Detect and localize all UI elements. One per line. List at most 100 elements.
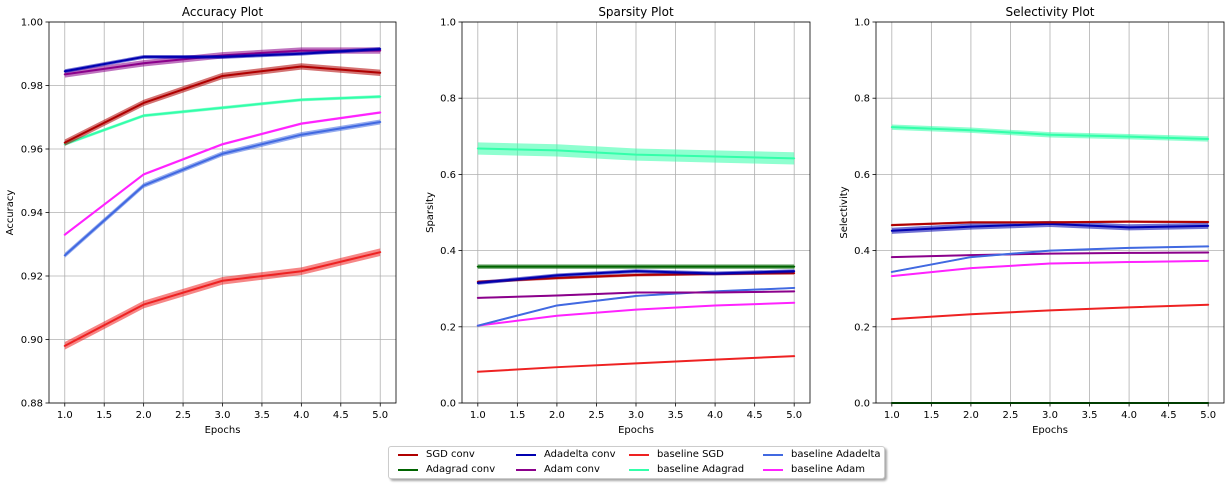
y-tick-label: 0.4 bbox=[854, 246, 870, 257]
series-line-sgd-conv bbox=[890, 220, 1210, 227]
legend-swatch bbox=[629, 469, 649, 471]
series-line-baseline-sgd bbox=[890, 303, 1210, 321]
x-tick-label: 5.0 bbox=[372, 410, 388, 421]
legend-swatch bbox=[398, 469, 418, 471]
y-tick-label: 0.88 bbox=[21, 399, 43, 410]
series-line-baseline-adagrad bbox=[476, 147, 796, 160]
series-line-sgd-conv bbox=[63, 65, 382, 144]
y-tick-label: 0.2 bbox=[854, 322, 870, 333]
x-tick-label: 1.0 bbox=[57, 410, 73, 421]
series-band-baseline-sgd bbox=[64, 248, 381, 350]
x-tick-label: 1.5 bbox=[509, 410, 525, 421]
axes-frame bbox=[461, 21, 811, 404]
x-tick-label: 2.0 bbox=[549, 410, 565, 421]
y-axis-label: Selectivity bbox=[839, 186, 850, 238]
x-tick-label: 3.5 bbox=[1082, 410, 1098, 421]
series-band-sgd-conv bbox=[64, 63, 381, 146]
series-line-adam-conv bbox=[476, 290, 796, 299]
y-tick-label: 0.2 bbox=[440, 322, 456, 333]
chart-panel-2: 1.0 1.5 2.0 2.5 3.0 3.5 4.0 4.5 5.0 0.0 0.2 0.4 0.6 0… bbox=[425, 5, 811, 436]
x-axis-label: Epochs bbox=[618, 425, 654, 436]
x-axis-label: Epochs bbox=[1032, 425, 1068, 436]
x-tick-label: 2.5 bbox=[175, 410, 191, 421]
legend-swatch bbox=[516, 454, 536, 456]
x-tick-label: 2.0 bbox=[963, 410, 979, 421]
legend-swatch bbox=[398, 454, 418, 456]
series-line-adam-conv bbox=[890, 251, 1210, 259]
x-tick-label: 1.0 bbox=[884, 410, 900, 421]
x-tick-label: 4.0 bbox=[707, 410, 723, 421]
legend-label: SGD conv bbox=[426, 449, 475, 460]
chart-title: Sparsity Plot bbox=[598, 5, 674, 19]
x-tick-label: 2.5 bbox=[1003, 410, 1019, 421]
x-tick-label: 1.5 bbox=[923, 410, 939, 421]
legend-swatch bbox=[629, 454, 649, 456]
y-tick-label: 0.8 bbox=[440, 94, 456, 105]
series-band-adadelta-conv bbox=[891, 220, 1209, 234]
x-tick-label: 3.5 bbox=[254, 410, 270, 421]
x-tick-label: 3.5 bbox=[668, 410, 684, 421]
x-tick-label: 4.0 bbox=[293, 410, 309, 421]
legend-label: Adagrad conv bbox=[426, 464, 496, 475]
series-line-baseline-adagrad bbox=[890, 126, 1210, 140]
series-band-baseline-adagrad bbox=[477, 142, 795, 165]
x-axis-label: Epochs bbox=[205, 425, 241, 436]
series-line-baseline-sgd bbox=[63, 251, 382, 347]
y-tick-label: 0.96 bbox=[21, 145, 43, 156]
series-line-baseline-adam bbox=[63, 111, 382, 236]
x-tick-label: 3.0 bbox=[215, 410, 231, 421]
x-tick-label: 4.5 bbox=[333, 410, 349, 421]
series-line-adadelta-conv bbox=[476, 270, 796, 284]
legend-swatch bbox=[763, 454, 783, 456]
y-tick-label: 0.94 bbox=[21, 208, 43, 219]
legend-label: Adadelta conv bbox=[544, 449, 616, 460]
y-tick-label: 0.6 bbox=[854, 170, 870, 181]
y-tick-label: 0.0 bbox=[440, 399, 456, 410]
chart-title: Accuracy Plot bbox=[182, 5, 264, 19]
chart-title: Selectivity Plot bbox=[1005, 5, 1094, 19]
x-tick-label: 3.0 bbox=[628, 410, 644, 421]
y-tick-label: 1.0 bbox=[854, 18, 870, 29]
legend-swatch bbox=[516, 469, 536, 471]
x-tick-label: 5.0 bbox=[1200, 410, 1216, 421]
x-tick-label: 4.5 bbox=[747, 410, 763, 421]
legend: SGD conv Adagrad conv Adadelta conv Adam… bbox=[388, 446, 885, 479]
y-axis-label: Accuracy bbox=[5, 190, 16, 236]
charts-svg: 1.0 1.5 2.0 2.5 3.0 3.5 4.0 4.5 5.0 0.88 0.90 0.92 0… bbox=[5, 5, 1225, 436]
axes-frame bbox=[48, 21, 397, 404]
series-line-baseline-adam bbox=[476, 301, 796, 327]
series-line-baseline-sgd bbox=[476, 355, 796, 373]
x-tick-label: 5.0 bbox=[786, 410, 802, 421]
y-tick-label: 1.00 bbox=[21, 18, 43, 29]
series-line-baseline-adadelta bbox=[476, 286, 796, 327]
series-line-baseline-adadelta bbox=[890, 245, 1210, 273]
series-line-baseline-adadelta bbox=[63, 121, 382, 257]
axes-frame bbox=[875, 21, 1225, 404]
legend-label: Adam conv bbox=[544, 464, 600, 475]
series-line-baseline-adam bbox=[890, 259, 1210, 278]
x-tick-label: 3.0 bbox=[1042, 410, 1058, 421]
series-line-adadelta-conv bbox=[63, 47, 382, 73]
legend-swatch bbox=[763, 469, 783, 471]
legend-label: baseline Adagrad bbox=[657, 464, 745, 475]
y-axis-label: Sparsity bbox=[425, 192, 436, 233]
series-line-adadelta-conv bbox=[890, 222, 1210, 232]
y-tick-label: 0.92 bbox=[21, 272, 43, 283]
x-tick-label: 4.0 bbox=[1121, 410, 1137, 421]
chart-panel-3: 1.0 1.5 2.0 2.5 3.0 3.5 4.0 4.5 5.0 0.0 0.2 0.4 0.6 0… bbox=[839, 5, 1225, 436]
x-tick-label: 1.5 bbox=[96, 410, 112, 421]
y-tick-label: 0.90 bbox=[21, 335, 43, 346]
legend-label: baseline SGD bbox=[657, 449, 724, 460]
x-tick-label: 2.0 bbox=[136, 410, 152, 421]
chart-panel-1: 1.0 1.5 2.0 2.5 3.0 3.5 4.0 4.5 5.0 0.88 0.90 0.92 0… bbox=[5, 5, 397, 436]
x-tick-label: 2.5 bbox=[589, 410, 605, 421]
y-tick-label: 0.0 bbox=[854, 399, 870, 410]
legend-label: baseline Adadelta bbox=[791, 449, 881, 460]
x-tick-label: 1.0 bbox=[470, 410, 486, 421]
legend-label: baseline Adam bbox=[791, 464, 865, 475]
series-line-baseline-adagrad bbox=[63, 95, 382, 146]
y-tick-label: 0.4 bbox=[440, 246, 456, 257]
y-tick-label: 0.98 bbox=[21, 81, 43, 92]
y-tick-label: 0.8 bbox=[854, 94, 870, 105]
